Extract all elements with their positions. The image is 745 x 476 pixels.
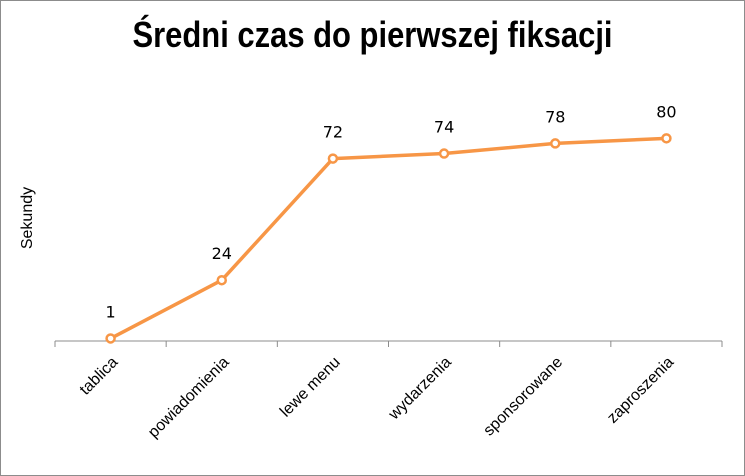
data-label: 74 — [434, 118, 454, 137]
data-point-marker — [438, 148, 450, 159]
data-point-marker — [327, 153, 339, 164]
data-point-marker — [661, 133, 672, 144]
chart-title: Średni czas do pierwszej fiksacji — [132, 14, 613, 55]
series-line-group — [105, 133, 672, 344]
data-label: 24 — [212, 244, 232, 263]
series-line — [109, 136, 667, 341]
x-axis: tablica powiadomienia lewe menu wydarzenia s… — [54, 340, 723, 442]
x-tick-label: powiadomienia — [145, 354, 233, 442]
data-label: 80 — [656, 102, 676, 121]
x-tick-label: wydarzenia — [385, 354, 455, 424]
data-label: 78 — [545, 107, 565, 126]
x-tick-label: tablica — [77, 354, 122, 399]
x-tick-label: lewe menu — [277, 354, 344, 421]
data-label: 1 — [105, 302, 115, 321]
data-label: 72 — [323, 123, 343, 142]
x-tick-label: sponsorowane — [480, 354, 566, 440]
x-tick-label: zaproszenia — [604, 354, 677, 427]
data-point-marker — [550, 138, 561, 149]
data-point-marker — [216, 274, 227, 286]
data-label-group: 1 24 72 74 78 80 — [105, 102, 676, 321]
data-point-marker — [105, 333, 116, 344]
